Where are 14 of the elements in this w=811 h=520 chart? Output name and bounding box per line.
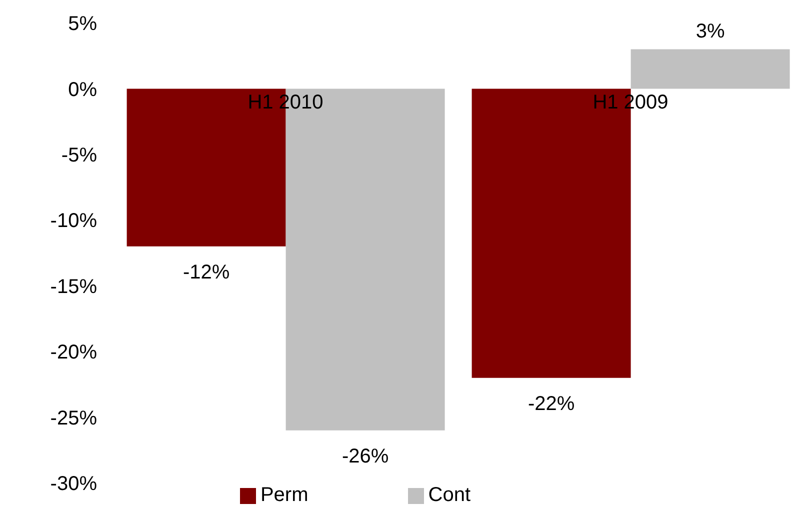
y-tick-label: -15% xyxy=(50,276,98,298)
data-label: -12% xyxy=(182,261,230,284)
y-tick-label: -10% xyxy=(50,210,98,232)
y-tick-label: -5% xyxy=(61,144,98,167)
y-tick-label: -30% xyxy=(50,473,98,496)
y-tick-label: -20% xyxy=(50,342,98,364)
data-label: 3% xyxy=(696,20,725,42)
legend-label: Cont xyxy=(428,484,471,506)
data-label: -26% xyxy=(342,445,389,468)
y-tick-label: 5% xyxy=(68,13,98,36)
y-tick-label: -25% xyxy=(50,407,98,430)
data-label: -22% xyxy=(528,392,575,415)
y-tick-label: 0% xyxy=(68,78,98,101)
legend-label: Perm xyxy=(260,484,308,506)
